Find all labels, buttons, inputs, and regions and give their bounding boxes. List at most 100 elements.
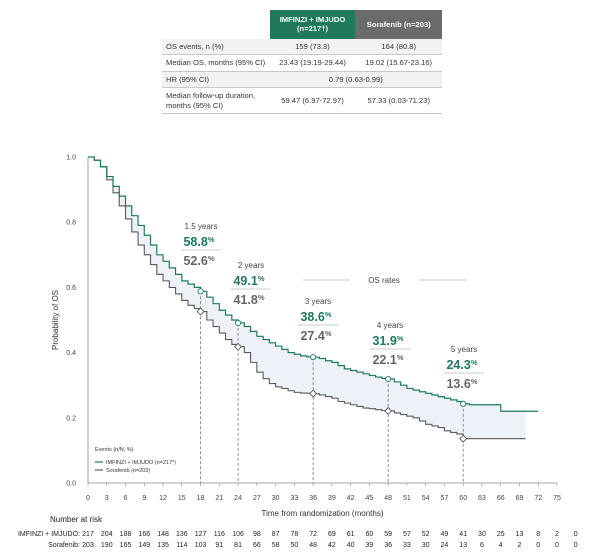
- row-value-imfinzi: 59.47 (6.97-72.97): [269, 87, 356, 115]
- risk-value-sorafenib: 0: [555, 542, 559, 549]
- row-label: Median OS, months (95% CI): [162, 54, 270, 72]
- risk-value-sorafenib: 30: [422, 542, 430, 549]
- risk-value-imfinzi: 78: [290, 531, 298, 538]
- table-row: HR (95% CI) 0.79 (0.63-0.99): [162, 71, 442, 89]
- landmark-value-imfinzi: 31.9%: [372, 334, 403, 348]
- landmark-value-sorafenib: 41.8%: [233, 293, 264, 307]
- survival-curves: [88, 156, 539, 440]
- x-tick-label: 3: [105, 495, 109, 502]
- landmark-year: 1.5 years: [185, 222, 218, 231]
- risk-value-sorafenib: 50: [290, 542, 298, 549]
- landmark-pct-sorafenib: %: [325, 329, 332, 338]
- table-row: OS events, n (%) 159 (73.3) 164 (80.8): [162, 38, 442, 56]
- risk-value-sorafenib: 33: [403, 542, 411, 549]
- risk-value-imfinzi: 87: [272, 531, 280, 538]
- landmark-pct-imfinzi: %: [325, 310, 332, 319]
- risk-value-imfinzi: 52: [422, 531, 430, 538]
- landmark-marker-imfinzi: [310, 354, 317, 361]
- risk-value-imfinzi: 69: [328, 531, 336, 538]
- risk-value-imfinzi: 41: [459, 531, 467, 538]
- number-at-risk: Number at risk IMFINZI + IMJUDO: Sorafen…: [18, 515, 578, 549]
- landmark-value-sorafenib-num: 52.6: [183, 254, 207, 268]
- y-tick-label: 0.8: [66, 220, 76, 227]
- risk-value-sorafenib: 165: [120, 542, 132, 549]
- risk-value-imfinzi: 148: [157, 531, 169, 538]
- row-value-merged: 0.79 (0.63-0.99): [269, 71, 442, 89]
- landmark-value-imfinzi-num: 38.6: [300, 310, 324, 324]
- landmark-value-sorafenib-num: 41.8: [233, 293, 257, 307]
- x-tick-label: 33: [290, 495, 298, 502]
- landmark-value-imfinzi-num: 31.9: [372, 334, 396, 348]
- risk-value-imfinzi: 49: [441, 531, 449, 538]
- risk-value-sorafenib: 2: [518, 542, 522, 549]
- risk-value-imfinzi: 57: [403, 531, 411, 538]
- risk-value-sorafenib: 91: [215, 542, 223, 549]
- landmark-marker-sorafenib: [459, 434, 468, 443]
- landmark-marker-sorafenib: [309, 389, 318, 398]
- legend: Events (n/N, %) IMFINZI + IMJUDO (n=217*…: [95, 447, 176, 474]
- risk-value-sorafenib: 39: [366, 542, 374, 549]
- axes: [87, 157, 557, 484]
- risk-value-sorafenib: 36: [384, 542, 392, 549]
- landmark-marker-imfinzi: [385, 375, 392, 383]
- header-imfinzi: IMFINZI + IMJUDO (n=217†): [269, 10, 356, 39]
- landmark-pct-sorafenib: %: [471, 377, 478, 386]
- risk-value-sorafenib: 6: [480, 542, 484, 549]
- landmark-value-imfinzi-num: 49.1: [233, 274, 257, 288]
- x-tick-label: 72: [534, 495, 542, 502]
- risk-value-sorafenib: 58: [272, 542, 280, 549]
- row-value-imfinzi: 23.43 (19.19-29.44): [269, 54, 356, 72]
- landmark-marker-sorafenib: [234, 342, 243, 351]
- risk-value-sorafenib: 149: [138, 542, 150, 549]
- x-tick-label: 48: [384, 495, 392, 502]
- risk-value-imfinzi: 30: [478, 531, 486, 538]
- x-tick-label: 51: [403, 495, 411, 502]
- risk-value-sorafenib: 0: [574, 542, 578, 549]
- x-tick-label: 36: [309, 495, 317, 502]
- x-tick-label: 57: [441, 495, 449, 502]
- x-tick-label: 75: [553, 495, 561, 502]
- landmark-pct-sorafenib: %: [208, 254, 215, 263]
- landmark-value-imfinzi: 49.1%: [233, 274, 264, 288]
- risk-value-imfinzi: 60: [366, 531, 374, 538]
- y-tick-label: 0.0: [66, 481, 76, 488]
- landmark-value-sorafenib-num: 22.1: [372, 353, 396, 367]
- risk-value-sorafenib: 203: [82, 542, 94, 549]
- x-tick-label: 9: [142, 495, 146, 502]
- risk-value-imfinzi: 217: [82, 531, 94, 538]
- landmark-value-sorafenib: 13.6%: [446, 377, 477, 391]
- risk-value-sorafenib: 103: [195, 542, 207, 549]
- row-label: Median follow-up duration, months (95% C…: [162, 87, 270, 115]
- y-tick-label: 0.4: [66, 350, 76, 357]
- series-line-imfinzi: [88, 156, 539, 412]
- header-imfinzi-name: IMFINZI + IMJUDO: [279, 15, 346, 24]
- risk-value-sorafenib: 40: [347, 542, 355, 549]
- landmark-pct-imfinzi: %: [208, 235, 215, 244]
- landmark-year: 2 years: [238, 261, 264, 270]
- landmark-value-sorafenib: 22.1%: [372, 353, 403, 367]
- landmark-value-imfinzi: 38.6%: [300, 310, 331, 324]
- risk-value-imfinzi: 116: [214, 531, 225, 538]
- landmark-value-imfinzi-num: 58.8: [183, 235, 207, 249]
- x-tick-label: 42: [347, 495, 355, 502]
- risk-value-imfinzi: 188: [120, 531, 132, 538]
- risk-value-imfinzi: 2: [555, 531, 559, 538]
- x-tick-label: 69: [516, 495, 524, 502]
- y-ticks: 0.0 0.2 0.4 0.6 0.8 1.0: [66, 155, 76, 488]
- row-value-sorafenib: 19.02 (15.67-23.16): [355, 54, 442, 72]
- x-tick-label: 66: [497, 495, 505, 502]
- landmark-value-imfinzi: 24.3%: [446, 358, 477, 372]
- landmark-year: 3 years: [305, 297, 331, 306]
- risk-row-sorafenib: 203 190 165 149 135 114 103 91 81 66 58 50 48 42 40 39 3…: [82, 542, 578, 549]
- risk-value-sorafenib: 190: [101, 542, 113, 549]
- risk-value-imfinzi: 98: [253, 531, 261, 538]
- legend-sorafenib: Sorafenib (n=203): [106, 468, 150, 474]
- difference-band-area: [88, 157, 526, 439]
- risk-value-sorafenib: 66: [253, 542, 261, 549]
- risk-value-imfinzi: 204: [101, 531, 113, 538]
- risk-value-imfinzi: 106: [232, 531, 244, 538]
- risk-value-sorafenib: 0: [536, 542, 540, 549]
- risk-value-sorafenib: 4: [499, 542, 503, 549]
- risk-row-imfinzi: 217 204 188 166 148 136 127 116 106 98 87 78 72 69 61 6…: [82, 531, 578, 538]
